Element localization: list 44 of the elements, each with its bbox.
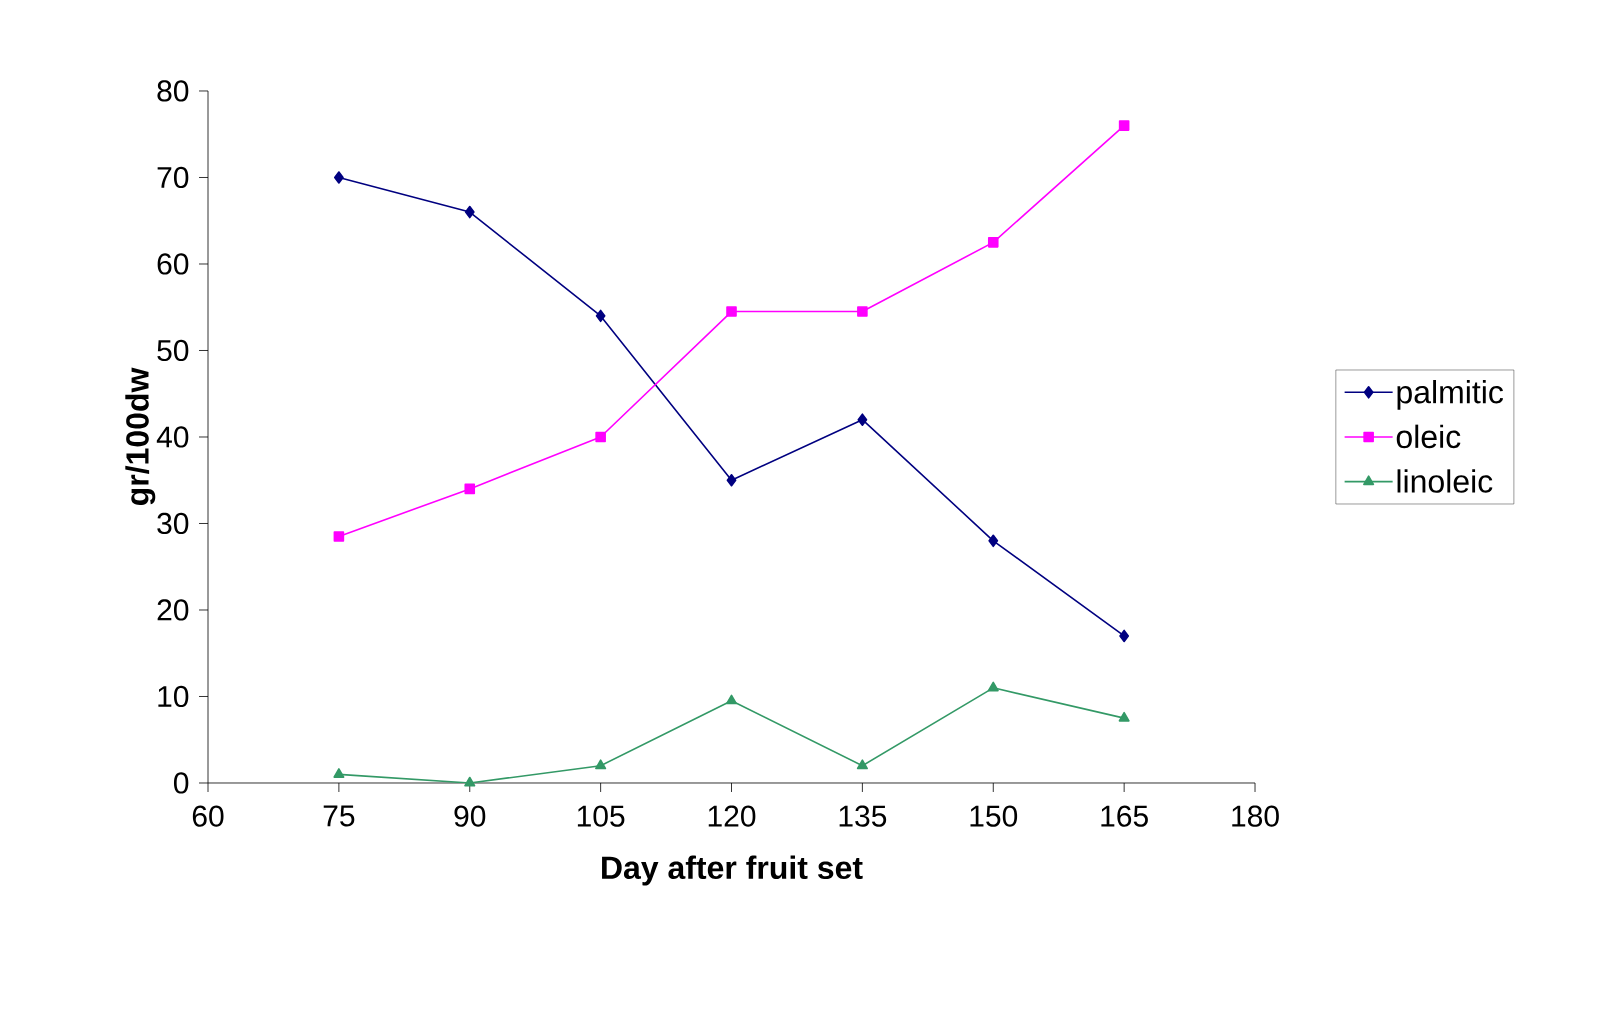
point <box>464 205 475 219</box>
y-tick-label: 20 <box>157 599 189 621</box>
y-tick-label: 80 <box>157 80 189 102</box>
point <box>595 431 606 443</box>
y-tick-label: 10 <box>158 685 189 708</box>
point <box>1119 629 1130 643</box>
y-tick-label: 60 <box>157 253 189 275</box>
x-axis-title: Day after fruit set <box>602 855 863 886</box>
legend-label: palmitic <box>1397 379 1504 410</box>
x-tick-label: 120 <box>708 805 756 827</box>
point <box>1118 711 1130 722</box>
point <box>333 768 345 778</box>
legend-label: linoleic <box>1397 469 1493 493</box>
point <box>464 483 476 495</box>
point <box>987 237 999 248</box>
point <box>464 776 476 787</box>
point <box>726 473 737 487</box>
point <box>856 759 868 770</box>
point <box>725 694 738 705</box>
point <box>857 306 868 317</box>
point <box>333 171 344 184</box>
point <box>595 309 606 323</box>
legend-label: oleic <box>1396 424 1461 449</box>
x-tick-label: 60 <box>192 805 224 827</box>
point <box>595 759 607 770</box>
x-tick-label: 165 <box>1101 805 1148 827</box>
x-tick-label: 150 <box>970 805 1018 827</box>
x-tick-label: 75 <box>323 805 355 827</box>
y-tick-label: 70 <box>157 166 189 189</box>
x-tick-label: 90 <box>454 805 486 827</box>
point <box>333 531 345 542</box>
y-tick-label: 50 <box>157 339 189 362</box>
x-tick-label: 180 <box>1232 805 1279 827</box>
point <box>857 413 868 426</box>
point <box>987 681 999 692</box>
point <box>1118 120 1130 131</box>
x-tick-label: 105 <box>577 805 625 827</box>
point <box>988 534 999 548</box>
y-axis-title: gr/100dw <box>125 367 156 506</box>
y-tick-label: 0 <box>173 772 189 794</box>
y-tick-label: 40 <box>156 426 189 448</box>
y-tick-label: 30 <box>157 512 189 535</box>
point <box>726 306 737 317</box>
x-tick-label: 135 <box>839 805 887 827</box>
